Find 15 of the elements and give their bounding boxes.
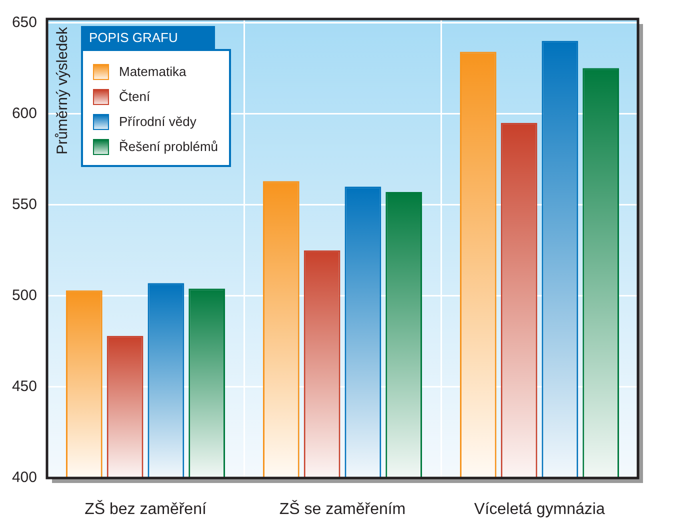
legend-label: Řešení problémů [119,139,218,154]
y-axis-title: Průměrný výsledek [54,26,72,155]
x-tick-label: Víceletá gymnázia [474,501,605,518]
x-tick-label: ZŠ se zaměřením [279,500,406,518]
y-tick-label: 450 [12,378,37,396]
y-tick-label: 500 [12,287,37,304]
y-tick-label: 550 [12,196,37,213]
legend-title: POPIS GRAFU [88,30,178,45]
legend-label: Čtení [119,89,150,104]
y-tick-label: 400 [12,469,37,486]
legend-label: Přírodní vědy [119,114,196,129]
x-tick-label: ZŠ bez zaměření [84,500,207,518]
y-tick-label: 600 [12,104,37,122]
legend-label: Matematika [119,64,186,79]
y-tick-label: 650 [12,14,37,31]
